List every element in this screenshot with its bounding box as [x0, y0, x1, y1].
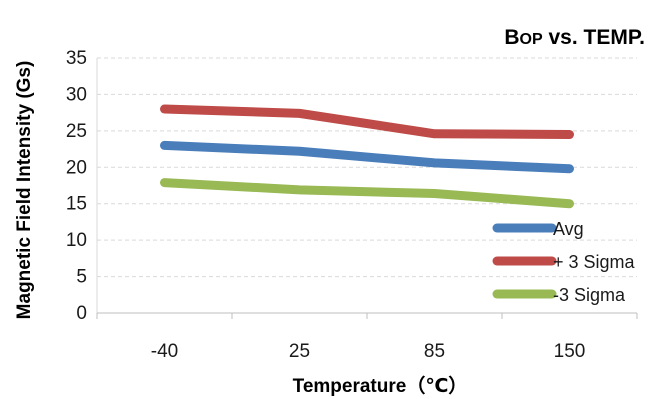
x-tick-label: -40: [151, 341, 178, 362]
y-tick-label: 15: [66, 194, 87, 215]
legend-item: Avg: [492, 219, 584, 239]
x-tick-label: 85: [424, 341, 445, 362]
x-tick-label: 150: [554, 341, 586, 362]
legend-label: + 3 Sigma: [553, 252, 636, 272]
y-tick-label: 25: [66, 121, 87, 142]
x-tick-label: 25: [289, 341, 310, 362]
legend-label: Avg: [553, 219, 584, 239]
series-0: [160, 140, 574, 174]
legend-item: + 3 Sigma: [492, 252, 636, 272]
y-tick-label: 35: [66, 48, 87, 69]
chart-title-rest: vs. TEMP.: [543, 26, 645, 49]
axis-layer: 0 5 10 15 20 25 30 35 -40 25 85 150: [66, 48, 638, 362]
y-axis-title: Magnetic Field Intensity (Gs): [14, 61, 35, 320]
y-tick-label: 20: [66, 157, 87, 178]
chart-title-sub: OP: [520, 31, 543, 48]
y-tick-label: 0: [76, 303, 87, 324]
legend: Avg + 3 Sigma -3 Sigma: [492, 219, 636, 305]
series-line: [160, 140, 574, 174]
chart-title: BOP vs. TEMP.: [504, 26, 645, 49]
legend-label: -3 Sigma: [553, 285, 626, 305]
series-line: [160, 104, 574, 139]
series-1: [160, 104, 574, 139]
chart-title-prefix: B: [504, 26, 519, 49]
y-tick-label: 30: [66, 84, 87, 105]
y-tick-label: 5: [76, 267, 87, 288]
series-layer: [160, 104, 574, 209]
series-line: [160, 178, 574, 209]
x-axis-title: Temperature（℃）: [293, 374, 468, 397]
series-2: [160, 178, 574, 209]
legend-item: -3 Sigma: [492, 285, 626, 305]
y-tick-label: 10: [66, 230, 87, 251]
